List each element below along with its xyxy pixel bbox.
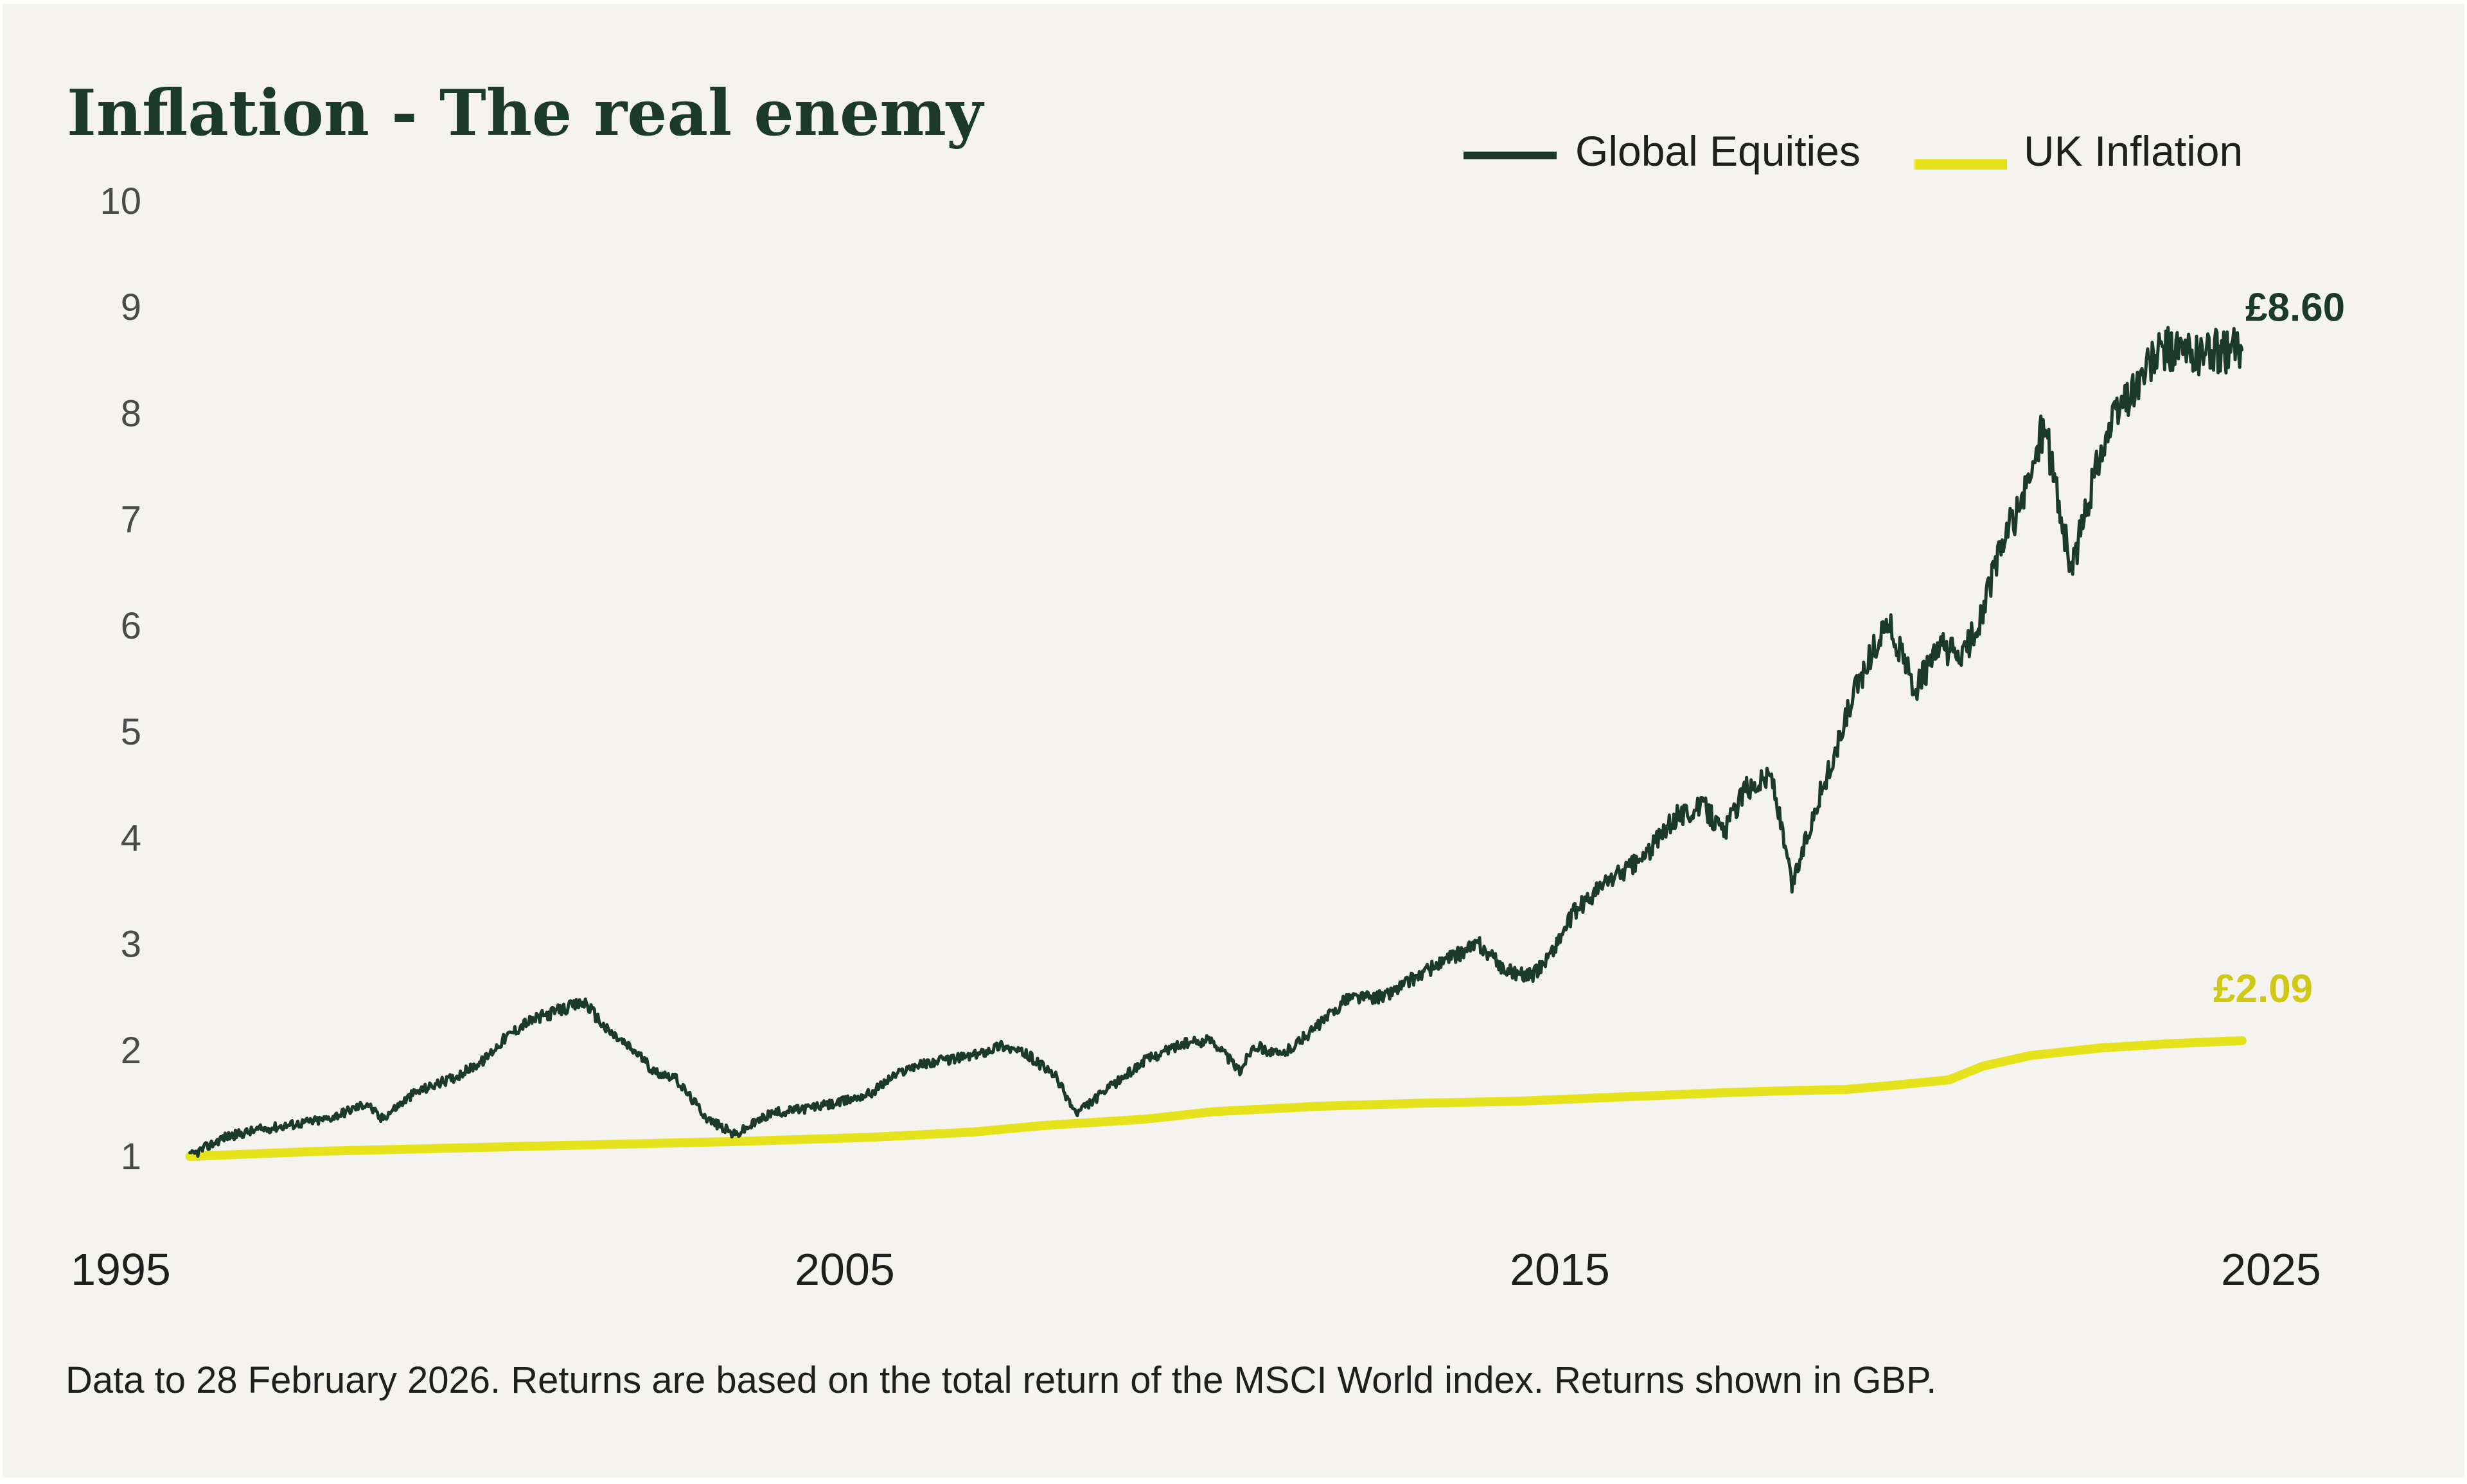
series-layer	[185, 326, 2247, 1161]
y-tick-label: 9	[121, 287, 141, 328]
y-tick-label: 1	[121, 1136, 141, 1178]
x-axis-ticks: 1995 2005 2015 2025	[71, 1244, 2321, 1294]
x-tick-label: 2015	[1510, 1244, 1610, 1294]
series-line-global-equities	[188, 326, 2244, 1158]
legend-label-global-equities: Global Equities	[1575, 127, 1861, 175]
x-tick-label: 2025	[2221, 1244, 2321, 1294]
x-tick-label: 1995	[71, 1244, 171, 1294]
legend: Global Equities UK Inflation	[1463, 127, 2243, 175]
y-tick-label: 8	[121, 393, 141, 434]
chart-card	[3, 4, 2464, 1478]
end-label-global-equities: £8.60	[2245, 285, 2345, 330]
y-tick-label: 4	[121, 817, 141, 859]
end-labels: £8.60 £2.09	[2213, 285, 2345, 1011]
chart-title: Inflation - The real enemy	[67, 76, 985, 150]
y-tick-label: 3	[121, 924, 141, 966]
end-label-uk-inflation: £2.09	[2213, 967, 2313, 1011]
legend-label-uk-inflation: UK Inflation	[2024, 127, 2243, 175]
footnote: Data to 28 February 2026. Returns are ba…	[66, 1359, 1936, 1401]
y-tick-label: 2	[121, 1030, 141, 1072]
y-tick-label: 7	[121, 499, 141, 541]
y-tick-label: 5	[121, 711, 141, 753]
y-axis-ticks: 1 2 3 4 5 6 7 8 9 10	[100, 181, 141, 1178]
y-tick-label: 10	[100, 181, 141, 222]
y-tick-label: 6	[121, 605, 141, 647]
x-tick-label: 2005	[795, 1244, 895, 1294]
series-line-uk-inflation	[185, 1036, 2247, 1161]
